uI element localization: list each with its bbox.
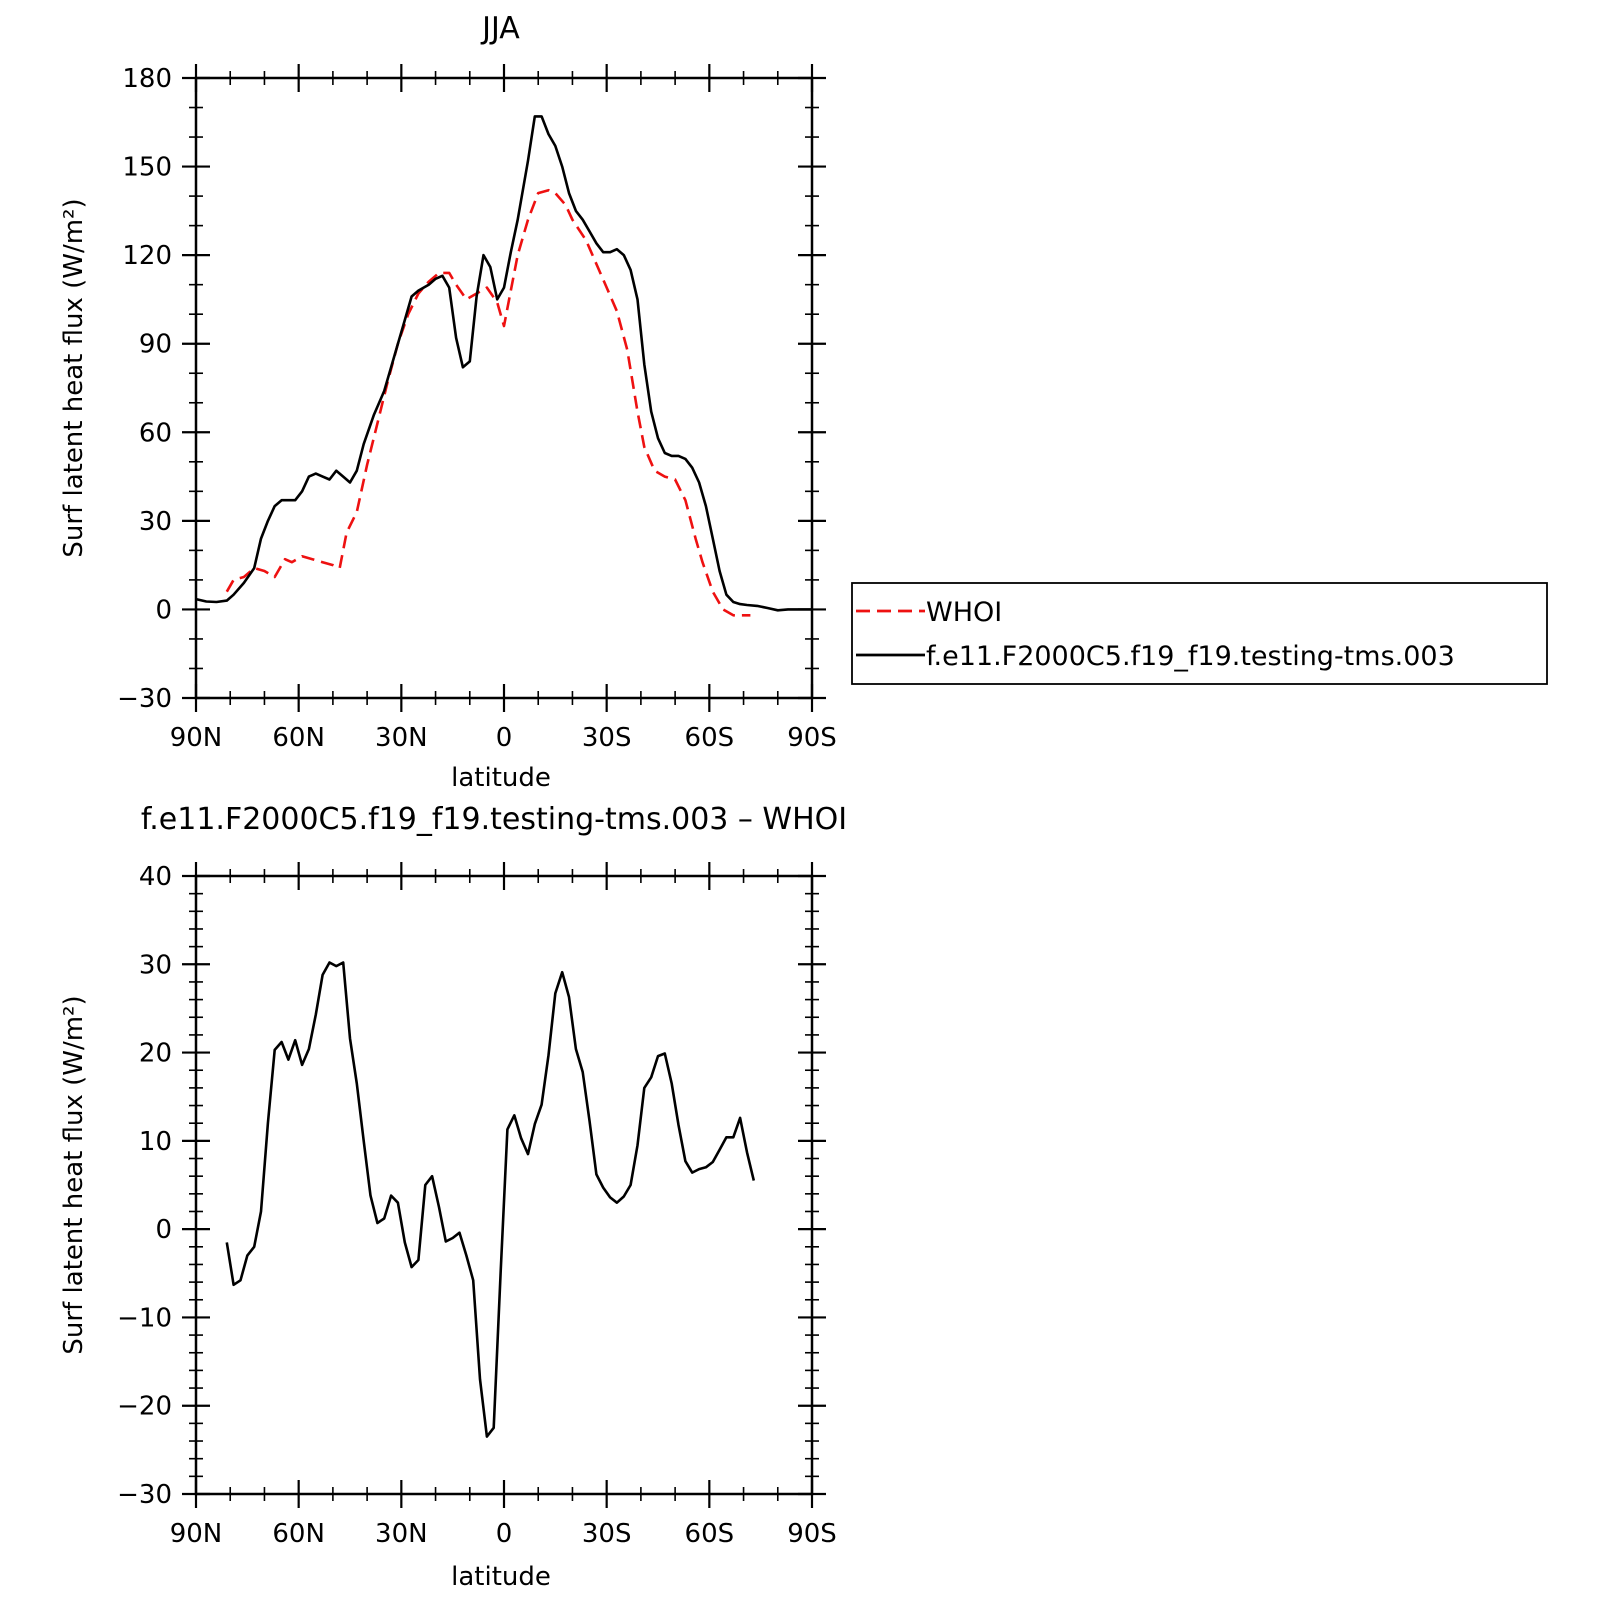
top-x-tick-label: 30N	[375, 723, 428, 753]
bottom-x-tick-label: 0	[496, 1519, 513, 1549]
top-y-tick-label: 150	[122, 153, 172, 183]
bottom-y-axis-label: Surf latent heat flux (W/m²)	[59, 995, 89, 1354]
top-series	[195, 115, 812, 617]
bottom-x-tick-label: 90S	[787, 1519, 837, 1549]
top-x-tick-label: 60S	[685, 723, 735, 753]
top-y-tick-label: 180	[122, 64, 172, 94]
bottom-y-tick-label: 40	[139, 862, 172, 892]
bottom-x-tick-label: 60N	[272, 1519, 325, 1549]
bottom-y-tick-label: 10	[139, 1127, 172, 1157]
bottom-y-tick-label: 30	[139, 950, 172, 980]
top-x-tick-label: 60N	[272, 723, 325, 753]
top-y-tick-label: 60	[139, 418, 172, 448]
top-x-tick-label: 30S	[582, 723, 632, 753]
top-y-tick-label: 120	[122, 241, 172, 271]
bottom-y-tick-label: −10	[117, 1303, 172, 1333]
top-x-tick-label: 90S	[787, 723, 837, 753]
bottom-axis-ticks: −30 −20 −10 0 10 20 30 40 90N 60N 30N 0 30S 60S 90S	[117, 862, 837, 1549]
top-y-tick-label: 0	[155, 595, 172, 625]
bottom-y-tick-label: −20	[117, 1392, 172, 1422]
bottom-x-axis-label: latitude	[451, 1562, 551, 1592]
top-chart-title: JJA	[480, 11, 520, 46]
bottom-x-tick-label: 30N	[375, 1519, 428, 1549]
legend: WHOI f.e11.F2000C5.f19_f19.testing-tms.0…	[851, 582, 1548, 685]
bottom-y-tick-label: 0	[155, 1215, 172, 1245]
bottom-panel: f.e11.F2000C5.f19_f19.testing-tms.003 – …	[59, 802, 847, 1592]
top-x-tick-label: 90N	[170, 723, 223, 753]
legend-box	[851, 582, 1548, 685]
top-x-tick-label: 0	[496, 723, 513, 753]
top-y-tick-label: 30	[139, 507, 172, 537]
legend-label-whoi: WHOI	[926, 597, 1002, 628]
top-series-line-1	[195, 115, 812, 612]
bottom-plot-frame	[194, 874, 814, 1496]
bottom-x-tick-label: 60S	[685, 1519, 735, 1549]
top-series-line-0	[225, 188, 751, 617]
top-y-axis-label: Surf latent heat flux (W/m²)	[59, 198, 89, 557]
bottom-series	[225, 961, 756, 1438]
bottom-chart-title: f.e11.F2000C5.f19_f19.testing-tms.003 – …	[141, 802, 847, 837]
top-y-tick-label: 90	[139, 330, 172, 360]
top-axis-ticks: −30 0 30 60 90 120 150 180 90N 60N 30N 0 30S 60S 90S	[117, 64, 837, 753]
bottom-x-tick-label: 30S	[582, 1519, 632, 1549]
top-plot-frame	[194, 76, 814, 700]
top-panel: JJA Surf latent heat flux (W/m²) latitud…	[59, 11, 837, 793]
bottom-y-tick-label: 20	[139, 1039, 172, 1069]
bottom-series-line-0	[225, 961, 756, 1438]
top-y-tick-label: −30	[117, 684, 172, 714]
top-x-axis-label: latitude	[451, 763, 551, 793]
legend-label-model: f.e11.F2000C5.f19_f19.testing-tms.003	[926, 641, 1455, 672]
bottom-x-tick-label: 90N	[170, 1519, 223, 1549]
bottom-y-tick-label: −30	[117, 1480, 172, 1510]
